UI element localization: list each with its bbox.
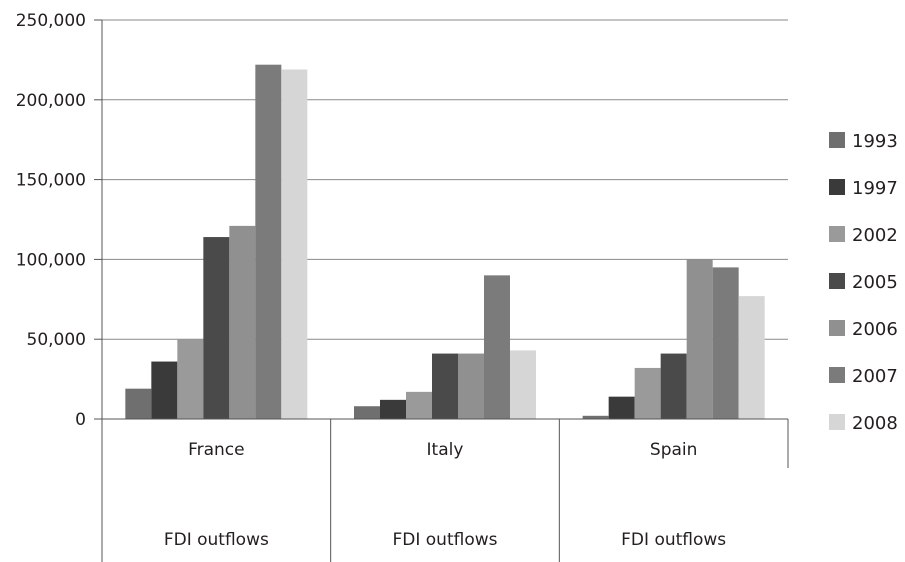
- legend-label-1997: 1997: [852, 178, 898, 199]
- legend: 1993 1997 2002 2005 2006 2007 2008: [829, 131, 898, 434]
- bar-2005-spain: [660, 353, 687, 419]
- legend-label-2005: 2005: [852, 272, 898, 293]
- y-tick-label: 150,000: [16, 171, 86, 191]
- legend-label-2006: 2006: [852, 319, 898, 340]
- bar-2007-italy: [484, 275, 510, 419]
- bar-2007-spain: [712, 267, 739, 419]
- y-tick-label: 250,000: [16, 11, 86, 31]
- y-tick-label: 50,000: [27, 330, 86, 350]
- bar-2005-italy: [432, 353, 458, 419]
- legend-swatch-2008: [829, 414, 845, 430]
- legend-label-2008: 2008: [852, 413, 898, 434]
- legend-swatch-2002: [829, 226, 845, 242]
- bar-2006-spain: [686, 259, 713, 419]
- legend-swatch-2007: [829, 367, 845, 383]
- y-tick-label: 0: [75, 410, 86, 430]
- bar-2002-spain: [634, 367, 661, 419]
- legend-label-1993: 1993: [852, 131, 898, 152]
- legend-swatch-1993: [829, 132, 845, 148]
- bar-2008-italy: [510, 350, 536, 419]
- category-labels: France FDI outflows Italy FDI outflows Spain…: [164, 440, 726, 550]
- group-label: FDI outflows: [164, 530, 269, 550]
- y-tick-labels: 0 50,000 100,000 150,000 200,000 250,000: [16, 11, 86, 430]
- bar-1993-france: [125, 388, 152, 419]
- bar-2002-italy: [406, 391, 432, 419]
- bar-2005-france: [203, 237, 230, 419]
- bar-1997-spain: [608, 396, 635, 419]
- y-tick-label: 200,000: [16, 91, 86, 111]
- group-label: FDI outflows: [621, 530, 726, 550]
- bar-1993-italy: [354, 406, 380, 419]
- category-label: France: [188, 440, 245, 460]
- bar-1997-france: [151, 361, 178, 419]
- bar-2008-spain: [738, 296, 765, 419]
- legend-label-2007: 2007: [852, 366, 898, 387]
- legend-swatch-2006: [829, 320, 845, 336]
- category-label: Italy: [427, 440, 464, 460]
- bar-2006-italy: [458, 353, 484, 419]
- bar-2007-france: [255, 64, 282, 420]
- y-tick-label: 100,000: [16, 250, 86, 270]
- bar-2002-france: [177, 339, 204, 419]
- category-label: Spain: [650, 440, 698, 460]
- legend-swatch-2005: [829, 273, 845, 289]
- bars: [125, 64, 765, 420]
- bar-1993-spain: [582, 415, 609, 419]
- legend-label-2002: 2002: [852, 225, 898, 246]
- bar-2008-france: [281, 69, 308, 419]
- bar-1997-italy: [380, 399, 406, 419]
- bar-2006-france: [229, 225, 256, 419]
- group-label: FDI outflows: [393, 530, 498, 550]
- axes: [94, 19, 789, 562]
- legend-swatch-1997: [829, 179, 845, 195]
